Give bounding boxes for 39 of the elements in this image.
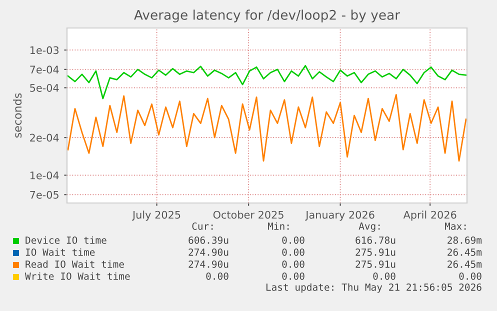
legend-label: Device IO time (26, 236, 106, 244)
y-tick-label: 7e-04 (30, 66, 59, 74)
text: Cur: (192, 222, 213, 230)
text: 275.91u (356, 248, 396, 256)
text: 0.00 (282, 272, 304, 280)
text: 0.00 (206, 272, 228, 280)
y-tick-label: 1e-04 (30, 171, 59, 180)
text: 0.00 (282, 248, 304, 256)
legend-label: IO Wait time (26, 248, 95, 256)
y-tick-label: 5e-04 (30, 84, 59, 92)
text: 0.00 (282, 260, 304, 268)
legend-label: Read IO Wait time (26, 260, 124, 268)
text: 0.00 (373, 272, 396, 280)
text: 28.69m (448, 236, 482, 244)
text: Avg: (358, 222, 380, 232)
text: 26.45m (448, 260, 482, 268)
x-tick-label: July 2025 (132, 210, 180, 221)
chart-title: Average latency for /dev/loop2 - by year (134, 10, 400, 22)
text: 0.00 (282, 236, 304, 244)
text: 0.00 (459, 272, 482, 280)
x-tick-label: April 2026 (403, 210, 456, 221)
text: 274.90u (188, 248, 228, 256)
y-tick-label: 1e-03 (30, 46, 59, 54)
y-tick-label: 2e-04 (30, 134, 59, 142)
text: 274.90u (188, 260, 228, 268)
y-tick-label: 7e-05 (30, 190, 58, 199)
text: Max: (444, 222, 466, 230)
text: 275.91u (356, 260, 396, 268)
line-series (67, 94, 467, 162)
text: Min: (268, 222, 289, 230)
text: 606.39u (188, 236, 228, 244)
line-series (67, 64, 467, 100)
text: 616.78u (356, 236, 396, 244)
x-tick-label: October 2025 (213, 210, 284, 219)
legend-label: Write IO Wait time (25, 272, 130, 280)
text: Last update: Thu May 21 21:56:05 2026 (266, 283, 482, 293)
y-axis-title: seconds (13, 93, 22, 138)
text: 26.45m (448, 248, 482, 256)
x-tick-label: January 2026 (305, 210, 374, 221)
